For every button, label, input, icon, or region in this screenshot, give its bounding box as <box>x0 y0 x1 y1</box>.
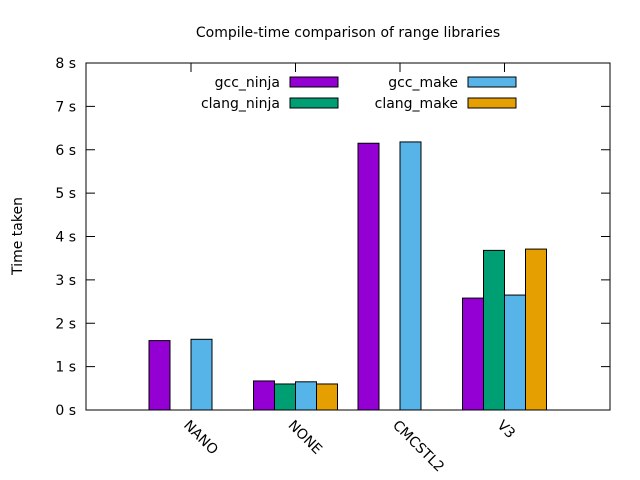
bar-gcc_make-none <box>295 381 317 411</box>
legend-swatch-clang_ninja <box>289 97 339 109</box>
y-tick-label: 0 s <box>55 403 76 419</box>
bar-gcc_make-cmcstl2 <box>399 141 422 411</box>
legend: gcc_ninja clang_ninja gcc_make clang_make <box>201 75 517 112</box>
legend-swatch-clang_make <box>467 97 517 109</box>
bar-gcc_ninja-none <box>253 380 275 411</box>
bar-gcc_ninja-nano <box>148 340 171 411</box>
bar-gcc_make-v3 <box>504 294 526 411</box>
bar-gcc_ninja-v3 <box>462 297 484 411</box>
y-tick-label: 4 s <box>55 230 76 246</box>
legend-label-gcc_make: gcc_make <box>388 75 458 91</box>
y-tick-label: 1 s <box>55 360 76 376</box>
x-tick-label-nano: NANO <box>180 418 221 459</box>
y-tick-label: 2 s <box>55 316 76 332</box>
y-tick-label: 5 s <box>55 186 76 202</box>
x-tick-label-none: NONE <box>285 418 325 458</box>
y-tick-labels: 0 s 1 s 2 s 3 s 4 s 5 s 6 s 7 s 8 s <box>55 56 76 419</box>
bar-gcc_ninja-cmcstl2 <box>357 142 380 411</box>
bar-clang_ninja-none <box>274 383 296 411</box>
legend-label-gcc_ninja: gcc_ninja <box>215 75 280 91</box>
x-tick-labels: NANO NONE CMCSTL2 V3 <box>180 418 518 476</box>
plot-frame <box>85 62 611 411</box>
y-tick-label: 7 s <box>55 99 76 115</box>
bar-gcc_make-nano <box>190 338 213 411</box>
legend-swatch-gcc_make <box>467 76 517 88</box>
x-tick-label-cmcstl2: CMCSTL2 <box>389 418 447 476</box>
bars <box>148 141 547 411</box>
bar-clang_make-v3 <box>525 248 547 411</box>
y-tick-label: 8 s <box>55 56 76 72</box>
x-tick-label-v3: V3 <box>494 418 518 442</box>
chart-title: Compile-time comparison of range librari… <box>196 25 500 41</box>
legend-label-clang_ninja: clang_ninja <box>201 96 280 112</box>
bar-clang_make-none <box>316 383 338 411</box>
y-axis-label: Time taken <box>10 197 26 276</box>
bar-clang_ninja-v3 <box>483 249 505 411</box>
y-tick-label: 3 s <box>55 273 76 289</box>
legend-swatch-gcc_ninja <box>289 76 339 88</box>
legend-label-clang_make: clang_make <box>375 96 458 112</box>
y-tick-label: 6 s <box>55 143 76 159</box>
